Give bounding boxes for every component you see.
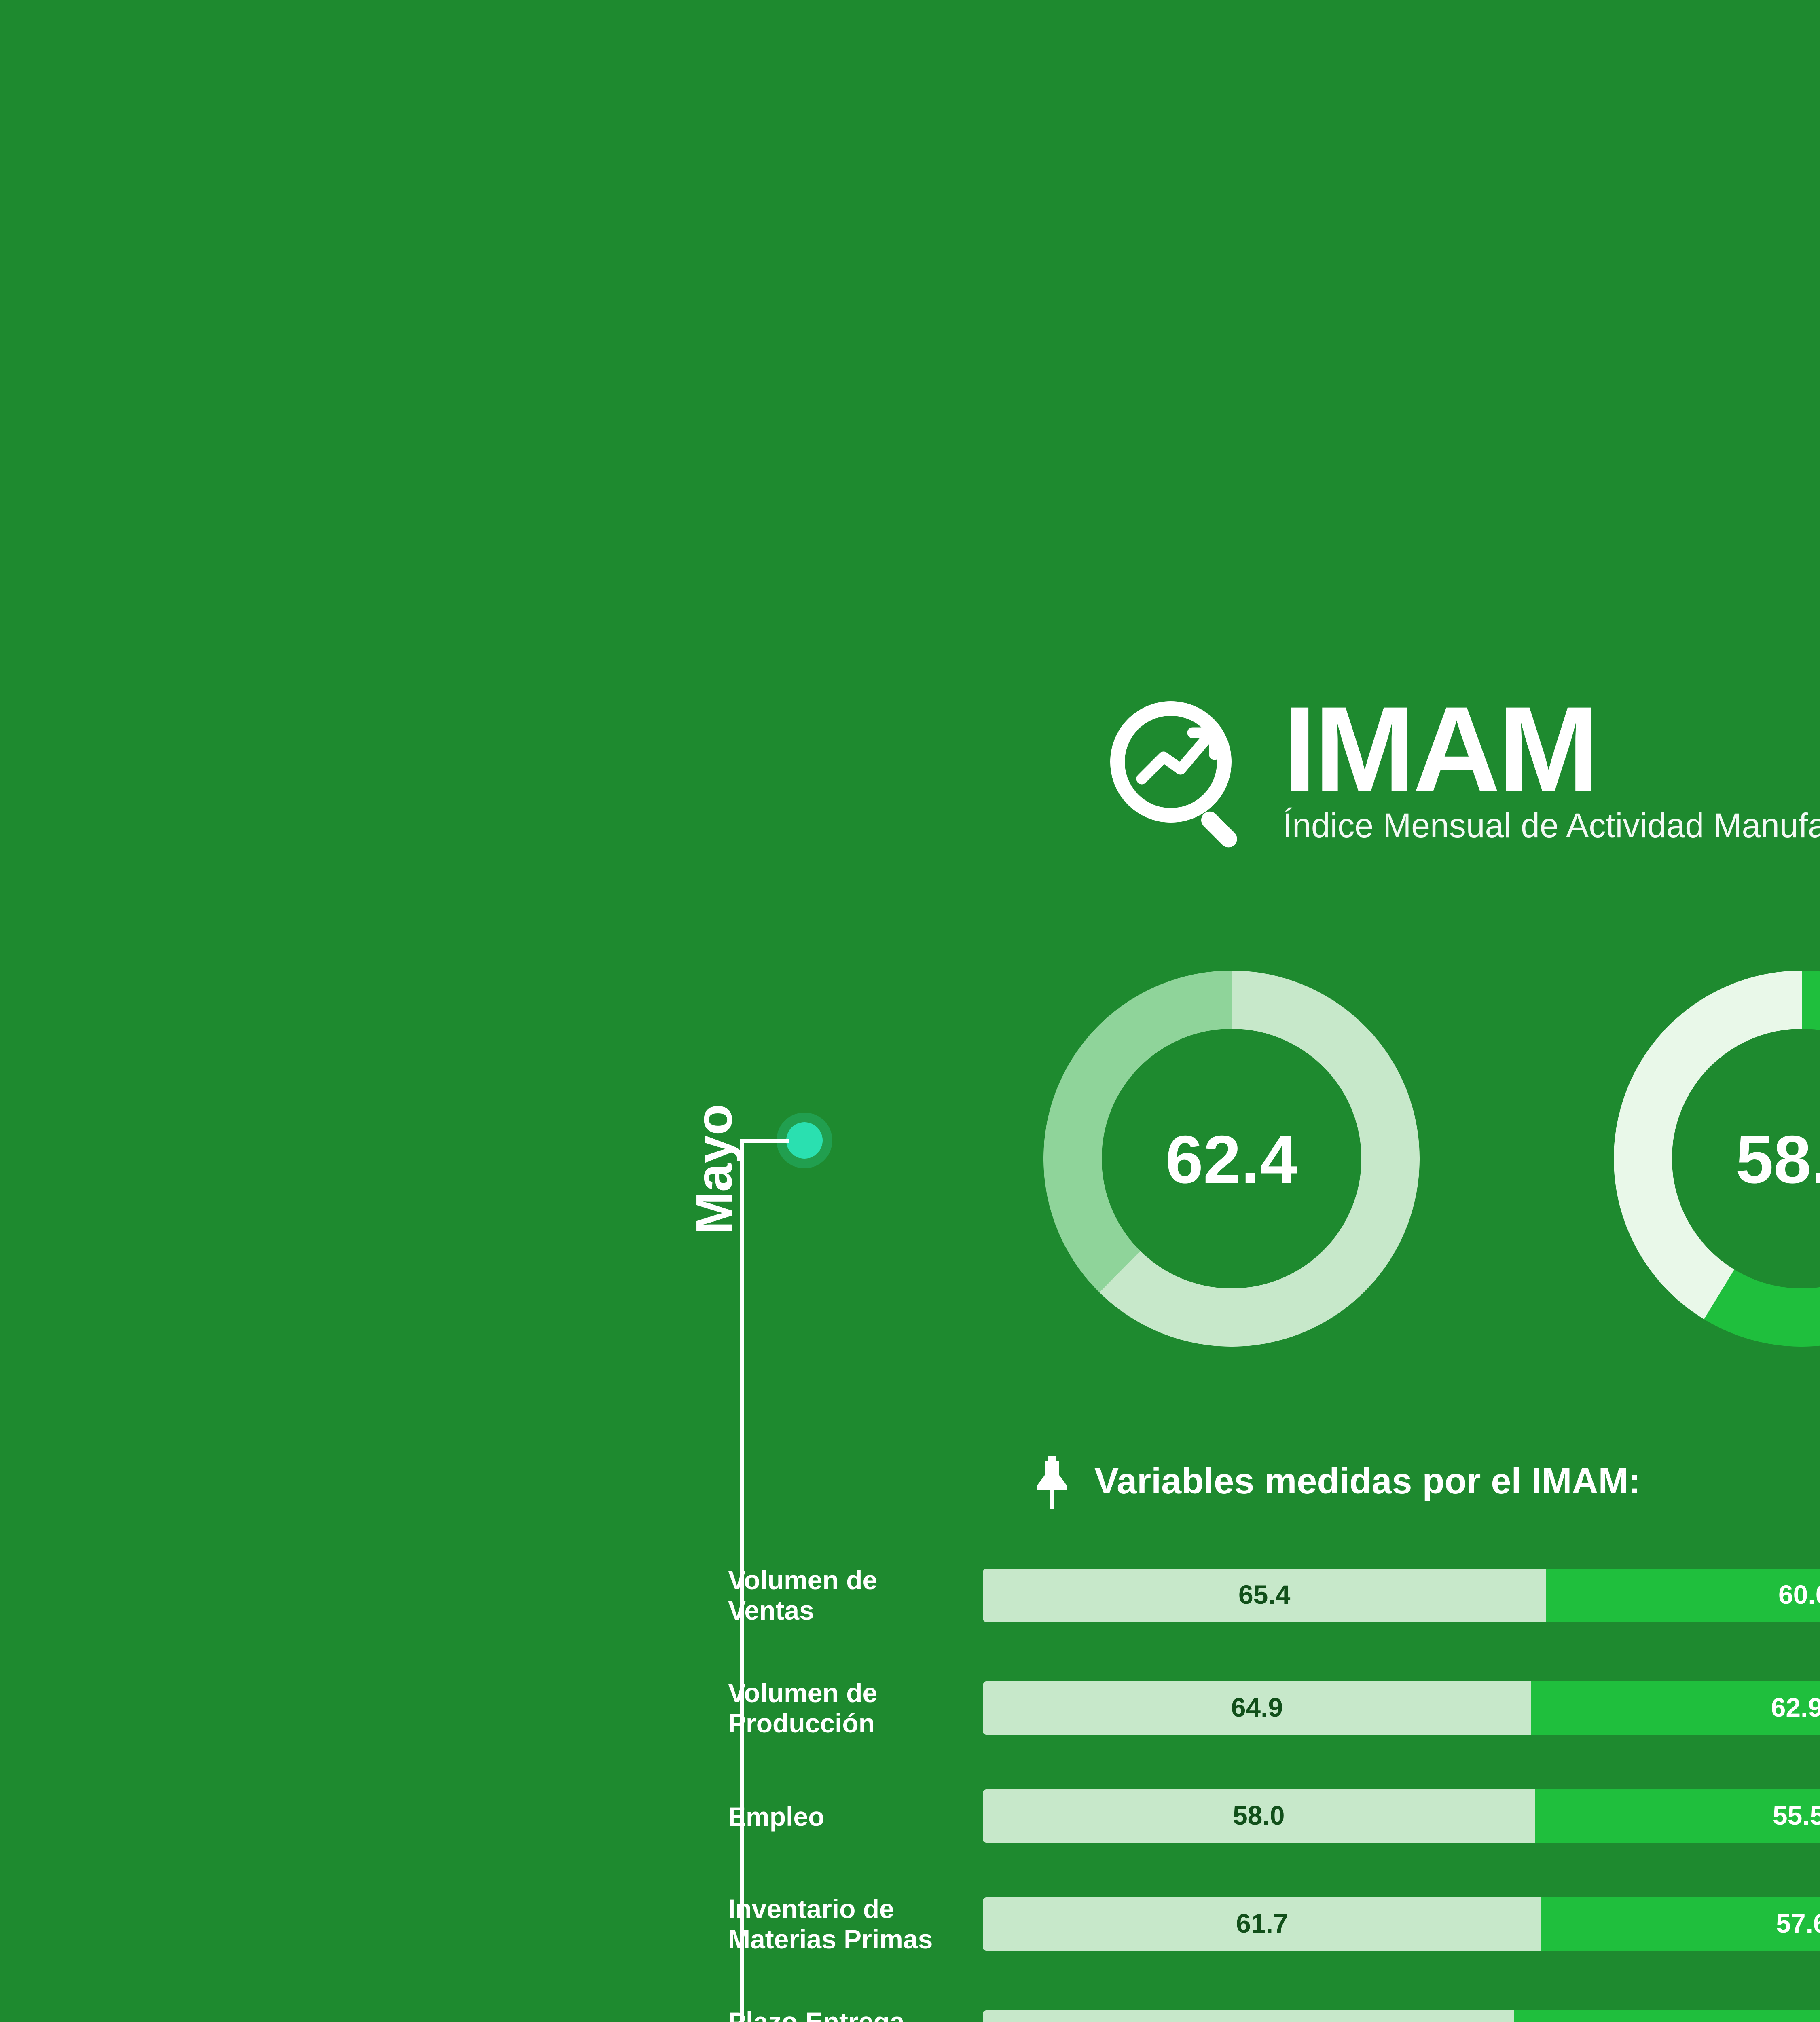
bar-row: Volumen de Producción64.962.9 (728, 1677, 1820, 1739)
bar-track: 61.757.6 (983, 1898, 1820, 1951)
bar-track: 58.055.5 (983, 1790, 1820, 1843)
donut-row: 62.4 58.7 (607, 971, 1820, 1347)
bar-seg-junio: 68.8 (1515, 2010, 1820, 2022)
bar-seg-junio: 62.9 (1531, 1681, 1820, 1735)
bar-label: Plazo Entrega Suplidores (728, 2006, 983, 2022)
variables-bars: Volumen de Ventas65.460.0 Volumen de Prod… (728, 1565, 1820, 2022)
bar-label: Empleo (728, 1801, 983, 1832)
bar-seg-junio: 55.5 (1534, 1790, 1820, 1843)
bar-row: Volumen de Ventas65.460.0 (728, 1565, 1820, 1626)
bar-seg-mayo: 58.0 (983, 1790, 1534, 1843)
bar-row: Empleo58.055.5 (728, 1790, 1820, 1843)
donut-junio: 58.7 (1614, 971, 1820, 1347)
bar-seg-junio: 60.0 (1546, 1569, 1820, 1622)
donut-mayo: 62.4 (1043, 971, 1420, 1347)
page-title: IMAM (1283, 695, 1820, 804)
bar-label: Volumen de Ventas (728, 1565, 983, 1626)
variables-title: Variables medidas por el IMAM: (1094, 1462, 1640, 1503)
donut-junio-value: 58.7 (1614, 971, 1820, 1347)
magnifier-trend-icon (1101, 692, 1259, 849)
bar-seg-mayo: 66.8 (983, 2010, 1515, 2022)
bar-seg-mayo: 65.4 (983, 1569, 1546, 1622)
bar-label: Inventario de Materias Primas (728, 1894, 983, 1956)
header: IMAM Índice Mensual de Actividad Manufac… (607, 692, 1820, 849)
page-subtitle: Índice Mensual de Actividad Manufacturer… (1283, 807, 1820, 846)
bar-row: Plazo Entrega Suplidores66.868.8 (728, 2006, 1820, 2022)
bar-seg-junio: 57.6 (1541, 1898, 1820, 1951)
bar-track: 66.868.8 (983, 2010, 1820, 2022)
bar-label: Volumen de Producción (728, 1677, 983, 1739)
bar-row: Inventario de Materias Primas61.757.6 (728, 1894, 1820, 1956)
bar-seg-mayo: 61.7 (983, 1898, 1541, 1951)
donut-mayo-value: 62.4 (1043, 971, 1420, 1347)
pushpin-icon (1031, 1456, 1073, 1509)
bar-track: 64.962.9 (983, 1681, 1820, 1735)
variables-title-row: Variables medidas por el IMAM: (1031, 1456, 1640, 1509)
bar-seg-mayo: 64.9 (983, 1681, 1531, 1735)
bar-track: 65.460.0 (983, 1569, 1820, 1622)
